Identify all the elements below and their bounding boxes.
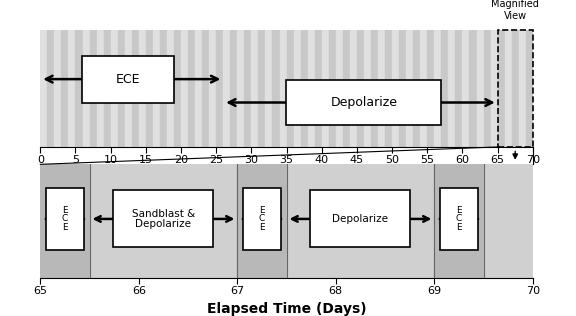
Bar bbox=[463, 30, 469, 147]
Bar bbox=[420, 30, 427, 147]
Text: Magnified
View: Magnified View bbox=[491, 0, 539, 21]
Bar bbox=[118, 30, 125, 147]
Bar bbox=[371, 30, 378, 147]
FancyBboxPatch shape bbox=[440, 188, 478, 250]
Bar bbox=[476, 30, 484, 147]
Bar bbox=[308, 30, 314, 147]
Bar bbox=[287, 164, 434, 278]
Bar bbox=[484, 164, 533, 278]
Bar bbox=[484, 30, 491, 147]
Bar bbox=[350, 30, 357, 147]
Bar bbox=[75, 30, 82, 147]
Text: Sandblast &
Depolarize: Sandblast & Depolarize bbox=[132, 209, 195, 229]
Bar bbox=[111, 30, 118, 147]
Bar bbox=[54, 30, 62, 147]
Text: E
C
E: E C E bbox=[259, 206, 265, 232]
Bar bbox=[188, 30, 195, 147]
Bar bbox=[230, 30, 237, 147]
Bar bbox=[336, 30, 343, 147]
Bar bbox=[329, 30, 336, 147]
FancyBboxPatch shape bbox=[113, 191, 214, 247]
Bar bbox=[90, 30, 97, 147]
Bar bbox=[216, 30, 223, 147]
Bar bbox=[266, 30, 272, 147]
Bar bbox=[526, 30, 533, 147]
Bar bbox=[301, 30, 308, 147]
Bar bbox=[357, 30, 364, 147]
Bar bbox=[519, 30, 526, 147]
Text: Depolarize: Depolarize bbox=[332, 214, 388, 224]
Bar bbox=[364, 30, 371, 147]
Bar bbox=[223, 30, 230, 147]
Bar bbox=[448, 30, 456, 147]
Bar bbox=[406, 30, 413, 147]
Bar bbox=[104, 30, 111, 147]
Bar bbox=[399, 30, 406, 147]
Bar bbox=[434, 164, 484, 278]
Bar bbox=[294, 30, 301, 147]
FancyBboxPatch shape bbox=[243, 188, 281, 250]
Bar bbox=[498, 30, 505, 147]
Bar bbox=[385, 30, 392, 147]
Bar bbox=[237, 30, 244, 147]
Bar bbox=[82, 30, 90, 147]
FancyBboxPatch shape bbox=[310, 191, 411, 247]
Bar bbox=[202, 30, 209, 147]
Text: ECE: ECE bbox=[116, 73, 141, 86]
Bar bbox=[62, 30, 69, 147]
Bar bbox=[322, 30, 329, 147]
Bar bbox=[40, 30, 47, 147]
Bar bbox=[139, 30, 146, 147]
Bar bbox=[47, 30, 54, 147]
Text: Depolarize: Depolarize bbox=[331, 96, 397, 109]
FancyBboxPatch shape bbox=[286, 80, 441, 125]
Bar bbox=[427, 30, 434, 147]
Bar bbox=[69, 30, 75, 147]
Text: E
C
E: E C E bbox=[62, 206, 68, 232]
Bar bbox=[174, 30, 181, 147]
Bar bbox=[259, 30, 266, 147]
Bar bbox=[209, 30, 216, 147]
Bar bbox=[195, 30, 202, 147]
Bar bbox=[237, 164, 287, 278]
Bar bbox=[505, 30, 511, 147]
Bar bbox=[251, 30, 259, 147]
Bar bbox=[413, 30, 420, 147]
X-axis label: Elapsed Time (Days): Elapsed Time (Days) bbox=[207, 302, 366, 316]
Bar bbox=[314, 30, 322, 147]
Bar bbox=[287, 30, 294, 147]
Bar bbox=[392, 30, 399, 147]
Bar bbox=[498, 30, 533, 147]
Bar bbox=[279, 30, 287, 147]
Bar bbox=[272, 30, 279, 147]
Bar bbox=[441, 30, 448, 147]
Bar bbox=[97, 30, 104, 147]
Bar bbox=[167, 30, 174, 147]
Bar bbox=[469, 30, 476, 147]
Bar bbox=[378, 30, 385, 147]
Bar bbox=[491, 30, 498, 147]
Bar bbox=[132, 30, 139, 147]
Bar bbox=[40, 164, 90, 278]
Bar bbox=[153, 30, 160, 147]
Bar bbox=[181, 30, 188, 147]
Bar bbox=[456, 30, 463, 147]
Bar bbox=[343, 30, 350, 147]
FancyBboxPatch shape bbox=[82, 56, 174, 102]
Bar bbox=[511, 30, 519, 147]
Bar bbox=[434, 30, 441, 147]
Bar bbox=[244, 30, 251, 147]
Bar bbox=[160, 30, 167, 147]
Bar bbox=[125, 30, 132, 147]
Text: E
C
E: E C E bbox=[456, 206, 462, 232]
Bar bbox=[146, 30, 153, 147]
FancyBboxPatch shape bbox=[46, 188, 84, 250]
Bar bbox=[90, 164, 237, 278]
